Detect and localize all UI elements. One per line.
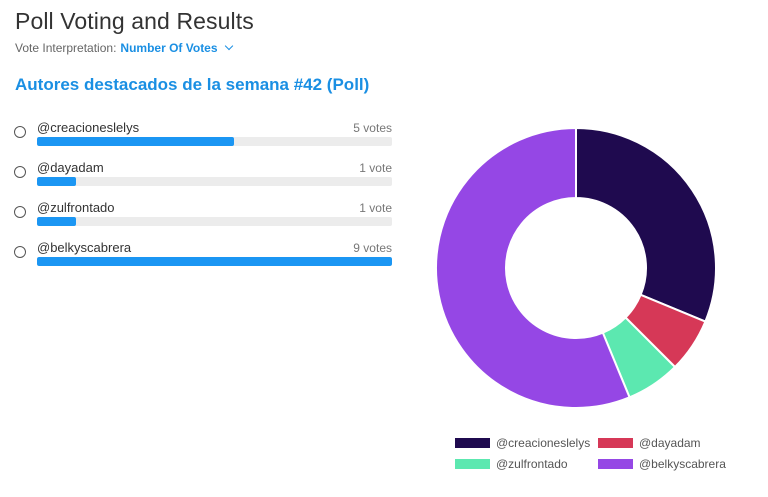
vote-interpretation-dropdown[interactable]: Number Of Votes bbox=[120, 41, 233, 55]
radio-button[interactable] bbox=[14, 246, 26, 258]
vote-interpretation: Vote Interpretation: Number Of Votes bbox=[15, 41, 233, 55]
donut-chart bbox=[420, 112, 730, 424]
donut-slice-belkyscabrera[interactable] bbox=[435, 126, 631, 409]
radio-button[interactable] bbox=[14, 126, 26, 138]
vote-bar-track bbox=[37, 177, 392, 186]
donut-chart-svg bbox=[435, 126, 717, 409]
chart-legend: @creacioneslelys @dayadam @zulfrontado @… bbox=[455, 436, 745, 471]
vote-bar-track bbox=[37, 257, 392, 266]
vote-interpretation-label: Vote Interpretation: bbox=[15, 41, 117, 55]
option-label: @creacioneslelys bbox=[37, 120, 140, 135]
legend-label: @belkyscabrera bbox=[639, 457, 726, 471]
legend-swatch bbox=[455, 459, 490, 469]
chevron-down-icon[interactable] bbox=[224, 41, 233, 51]
poll-option[interactable]: @creacioneslelys 5 votes bbox=[14, 120, 392, 160]
vote-bar-fill bbox=[37, 177, 77, 186]
legend-item[interactable]: @belkyscabrera bbox=[598, 457, 745, 471]
legend-item[interactable]: @dayadam bbox=[598, 436, 745, 450]
legend-swatch bbox=[598, 459, 633, 469]
legend-label: @creacioneslelys bbox=[496, 436, 591, 450]
option-vote-count: 5 votes bbox=[353, 121, 392, 135]
vote-bar-fill bbox=[37, 217, 77, 226]
legend-swatch bbox=[455, 438, 490, 448]
vote-bar-track bbox=[37, 137, 392, 146]
legend-item[interactable]: @creacioneslelys bbox=[455, 436, 598, 450]
option-label: @belkyscabrera bbox=[37, 240, 132, 255]
poll-option[interactable]: @zulfrontado 1 vote bbox=[14, 200, 392, 240]
vote-bar-fill bbox=[37, 137, 235, 146]
poll-option[interactable]: @dayadam 1 vote bbox=[14, 160, 392, 200]
poll-option[interactable]: @belkyscabrera 9 votes bbox=[14, 240, 392, 280]
vote-bar-track bbox=[37, 217, 392, 226]
option-vote-count: 1 vote bbox=[359, 201, 392, 215]
poll-title: Autores destacados de la semana #42 (Pol… bbox=[15, 75, 370, 94]
option-vote-count: 1 vote bbox=[359, 161, 392, 175]
legend-label: @dayadam bbox=[639, 436, 701, 450]
donut-slice-creacioneslelys[interactable] bbox=[575, 126, 717, 323]
vote-interpretation-value[interactable]: Number Of Votes bbox=[120, 41, 218, 55]
option-label: @zulfrontado bbox=[37, 200, 115, 215]
option-vote-count: 9 votes bbox=[353, 241, 392, 255]
option-label: @dayadam bbox=[37, 160, 104, 175]
page-title: Poll Voting and Results bbox=[15, 8, 254, 34]
radio-button[interactable] bbox=[14, 166, 26, 178]
legend-label: @zulfrontado bbox=[496, 457, 568, 471]
legend-swatch bbox=[598, 438, 633, 448]
legend-item[interactable]: @zulfrontado bbox=[455, 457, 598, 471]
radio-button[interactable] bbox=[14, 206, 26, 218]
vote-bar-fill bbox=[37, 257, 392, 266]
poll-options: @creacioneslelys 5 votes @dayadam 1 vote… bbox=[14, 120, 392, 280]
